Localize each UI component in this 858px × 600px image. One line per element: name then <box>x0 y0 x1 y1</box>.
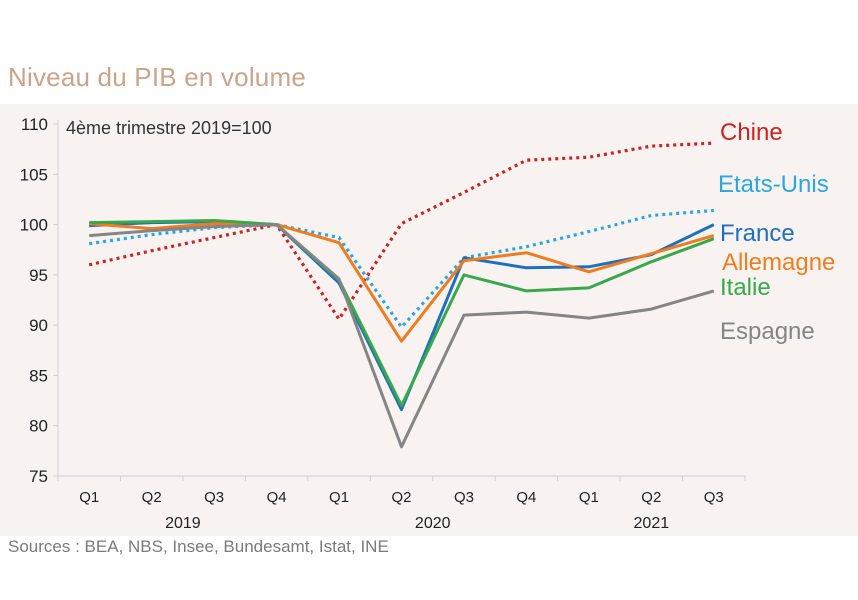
series-label-allemagne: Allemagne <box>722 249 835 276</box>
x-tick-label: Q3 <box>204 489 224 506</box>
series-line-espagne <box>89 223 715 449</box>
year-label: 2019 <box>165 515 201 532</box>
series-line-chine <box>88 141 714 321</box>
x-tick-label: Q4 <box>267 489 287 506</box>
x-tick-label: Q1 <box>79 489 99 506</box>
chart-panel: 75 80 85 90 95 100 105 110 Q1 Q2 Q3 Q4 Q1 Q2 Q3 Q4 Q1 Q2 Q… <box>0 104 858 536</box>
year-label: 2020 <box>415 515 451 532</box>
series-label-france: France <box>720 220 795 247</box>
series-line-allemagne <box>89 222 715 343</box>
x-tick-label: Q3 <box>704 489 724 506</box>
y-tick-label: 85 <box>29 366 48 385</box>
x-tick-label: Q3 <box>454 489 474 506</box>
chart-title: Niveau du PIB en volume <box>8 62 306 92</box>
y-tick-label: 105 <box>20 165 48 184</box>
y-tick-label: 80 <box>29 417 48 436</box>
series-label-italie: Italie <box>720 274 771 301</box>
series-label-espagne: Espagne <box>720 318 815 345</box>
y-tick-label: 110 <box>21 115 48 134</box>
series-label-chine: Chine <box>720 119 783 146</box>
x-tick-label: Q4 <box>516 489 536 506</box>
x-tick-label: Q2 <box>641 489 661 506</box>
y-tick-label: 100 <box>20 216 48 235</box>
x-tick-label: Q1 <box>579 489 599 506</box>
source-note: Sources : BEA, NBS, Insee, Bundesamt, Is… <box>8 537 389 556</box>
y-tick-label: 95 <box>29 266 48 285</box>
series-line-italie <box>89 219 715 408</box>
series-label-etats_unis: Etats-Unis <box>718 171 829 198</box>
series-line-france <box>89 220 715 412</box>
year-label: 2021 <box>634 515 670 532</box>
y-tick-label: 75 <box>29 467 48 486</box>
x-tick-label: Q2 <box>391 489 411 506</box>
base-annotation: 4ème trimestre 2019=100 <box>66 118 272 138</box>
x-tick-label: Q2 <box>142 489 162 506</box>
y-tick-label: 90 <box>29 316 48 335</box>
x-tick-label: Q1 <box>329 489 349 506</box>
line-chart: 75 80 85 90 95 100 105 110 Q1 Q2 Q3 Q4 Q1 Q2 Q3 Q4 Q1 Q2 Q… <box>20 115 836 532</box>
series-line-etats_unis <box>88 208 714 329</box>
